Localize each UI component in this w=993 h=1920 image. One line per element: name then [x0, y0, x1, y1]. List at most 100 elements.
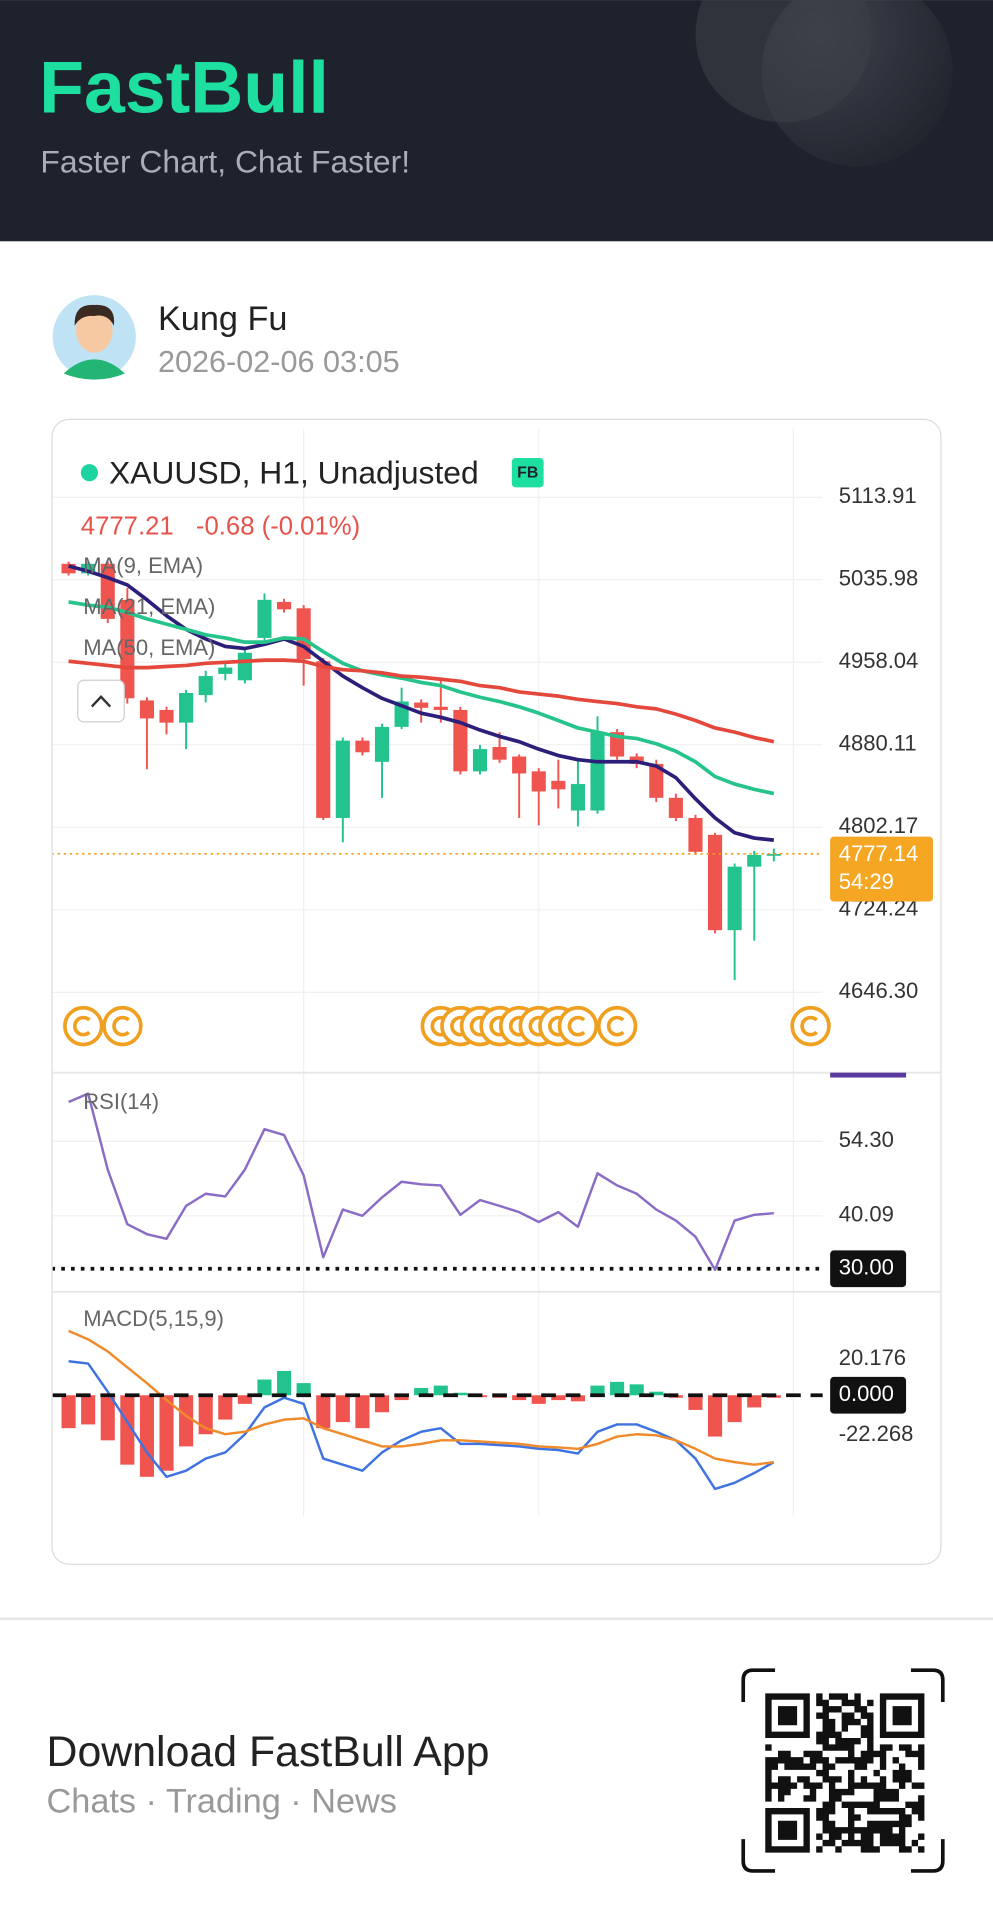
macd-bar [61, 1395, 76, 1429]
candle-body [120, 599, 135, 699]
macd-bar [257, 1379, 272, 1396]
macd-bar [610, 1381, 625, 1396]
y-tick-label: 4880.11 [839, 731, 917, 756]
macd-bar [218, 1395, 233, 1420]
candle-body [727, 866, 742, 931]
candle-body [414, 702, 429, 708]
post-time: 2026-02-06 03:05 [158, 345, 400, 379]
y-tick-label: 0.000 [839, 1381, 894, 1406]
candle-body [551, 780, 566, 790]
candle-body [335, 740, 350, 818]
tagline: Faster Chart, Chat Faster! [40, 144, 410, 180]
tick-box [830, 1376, 907, 1414]
candle-body [766, 853, 781, 856]
candle-body [747, 854, 762, 867]
macd-bar [198, 1395, 213, 1435]
macd-bar [414, 1387, 429, 1396]
candle-body [277, 601, 292, 610]
macd-bar [433, 1385, 448, 1396]
last-price: 4777.21 [81, 513, 174, 541]
y-tick-label: 5035.98 [839, 566, 919, 591]
indicator-tab [830, 1072, 907, 1078]
macd-bar [237, 1395, 252, 1404]
indicator-label: MA(21, EMA) [83, 594, 215, 619]
candle-body [512, 756, 527, 774]
footer-subtitle: Chats · Trading · News [47, 1783, 397, 1821]
plot-area: 04 14:00Feb 05 03:0015:00Feb 06 04: [52, 428, 823, 1516]
status-dot [80, 464, 98, 482]
macd-bar [139, 1395, 154, 1477]
indicator-label: RSI(14) [83, 1089, 159, 1114]
rsi-line [68, 1092, 774, 1272]
candle-body [590, 732, 605, 811]
macd-bar [590, 1385, 605, 1396]
collapse-button[interactable] [77, 679, 125, 723]
event-icon-glyph [112, 1015, 130, 1037]
macd-bar [512, 1395, 527, 1401]
qr-code [765, 1693, 925, 1853]
macd-bar [335, 1395, 350, 1423]
candle-body [374, 726, 390, 762]
y-tick-label: 30.00 [839, 1255, 894, 1280]
macd-line [68, 1360, 775, 1491]
candle-body [688, 817, 703, 852]
y-tick-label: 40.09 [839, 1202, 894, 1227]
macd-line [68, 1329, 774, 1466]
candle-body [159, 709, 174, 723]
badge: FB [517, 464, 538, 481]
event-icon-glyph [73, 1015, 91, 1037]
event-icon-glyph [800, 1015, 818, 1037]
badge-bg [511, 457, 544, 488]
footer-title: Download FastBull App [47, 1728, 490, 1776]
macd-bar [629, 1384, 644, 1396]
event-icon [790, 1005, 831, 1047]
candle-body [492, 746, 507, 760]
candle-body [316, 661, 331, 818]
candle-body [81, 563, 96, 574]
y-tick-label: -22.268 [839, 1421, 914, 1446]
price-tag [830, 836, 934, 902]
macd-bar [531, 1395, 546, 1404]
event-icon [63, 1005, 104, 1047]
candle-body [472, 749, 488, 772]
macd-bar [277, 1370, 292, 1396]
y-tick-label: 4802.17 [839, 813, 919, 838]
price-tag-countdown: 54:29 [839, 869, 894, 894]
candle-body [61, 563, 76, 574]
macd-bar [374, 1395, 390, 1413]
indicator-label: MA(50, EMA) [83, 635, 215, 660]
chevron-icon [90, 694, 112, 708]
price-change: -0.68 (-0.01%) [196, 513, 360, 541]
event-icon [557, 1005, 599, 1047]
user-name: Kung Fu [158, 300, 288, 338]
y-tick-label: 20.176 [839, 1345, 906, 1370]
macd-bar [649, 1391, 664, 1396]
candle-body [257, 599, 272, 638]
qr-frame [741, 1668, 945, 1873]
candle-body [139, 700, 154, 719]
macd-bar [296, 1383, 311, 1396]
candle-body [237, 652, 252, 681]
macd-bar [120, 1395, 135, 1465]
chart-title: XAUUSD, H1, Unadjusted [109, 455, 479, 491]
indicator-label: MACD(5,15,9) [83, 1306, 224, 1331]
event-icon-glyph [606, 1015, 625, 1037]
tick-box [830, 1250, 907, 1288]
candle-body [453, 709, 468, 772]
macd-bar [316, 1395, 331, 1429]
indicator-label: MA(9, EMA) [83, 553, 203, 578]
candle-body [179, 692, 194, 723]
candle-body [218, 667, 233, 674]
macd-bar [570, 1395, 585, 1402]
y-tick-label: 54.30 [839, 1127, 894, 1152]
candle-body [355, 740, 370, 753]
avatar [52, 295, 136, 380]
candle-body [570, 784, 585, 811]
macd-bar [688, 1395, 703, 1410]
macd-bar [727, 1395, 742, 1423]
candle-body [668, 797, 683, 818]
ma-line [68, 600, 775, 796]
ma-line [68, 658, 775, 744]
